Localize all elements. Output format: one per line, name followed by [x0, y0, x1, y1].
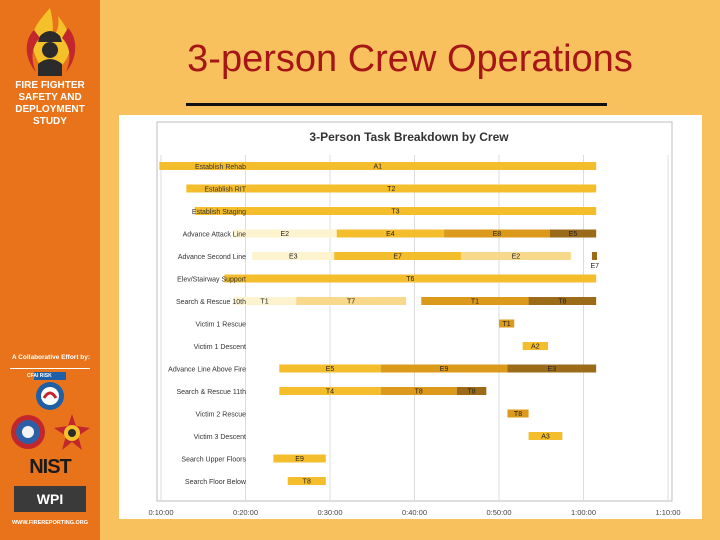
- task-label: E9: [295, 456, 304, 463]
- task-bar: [296, 297, 407, 305]
- org-title-line: FIRE FIGHTER: [15, 80, 85, 91]
- task-label: E3: [289, 254, 298, 261]
- task-bar: [421, 297, 529, 305]
- task-bar: [507, 409, 529, 418]
- task-label: E2: [512, 254, 521, 261]
- task-label: T2: [387, 186, 395, 193]
- task-bar: [499, 319, 515, 328]
- collab-label: A Collaborative Effort by:: [11, 354, 91, 361]
- task-label: T1: [503, 321, 511, 328]
- slide-title: 3-person Crew Operations: [187, 38, 633, 80]
- org-title-line: DEPLOYMENT: [15, 104, 85, 115]
- gantt-chart: 3-Person Task Breakdown by Crew A1 T2 T3 E2…: [148, 121, 681, 517]
- task-label: E2: [281, 231, 290, 238]
- title-rule: [186, 103, 607, 106]
- task-label: T8: [467, 389, 475, 396]
- task-label: T8: [558, 299, 566, 306]
- x-tick-label: 0:30:00: [317, 508, 342, 517]
- nist-logo: NIST: [29, 456, 72, 478]
- task-label: T3: [391, 209, 399, 216]
- task-label: E5: [569, 231, 578, 238]
- x-tick-label: 0:10:00: [148, 508, 173, 517]
- y-category-label: Victim 2 Rescue: [196, 412, 247, 419]
- task-label: T8: [415, 389, 423, 396]
- y-category-label: Advance Attack Line: [183, 232, 247, 239]
- task-label: T7: [347, 299, 355, 306]
- y-category-label: Elev/Stairway Support: [177, 277, 246, 284]
- task-bar: [380, 387, 457, 395]
- task-bar: [279, 364, 381, 373]
- x-tick-label: 0:20:00: [233, 508, 258, 517]
- task-label: T4: [326, 389, 334, 396]
- divider: [10, 368, 90, 369]
- org-title-line: STUDY: [33, 116, 67, 127]
- task-label: E3: [548, 366, 557, 373]
- x-tick-label: 0:50:00: [486, 508, 511, 517]
- task-label: E4: [386, 231, 395, 238]
- task-bar: [186, 184, 597, 193]
- task-bar: [252, 252, 335, 260]
- firefighter-flame-icon: [26, 8, 76, 76]
- task-label: E7: [590, 263, 599, 270]
- cfai-risk-label: CFAI RISK: [27, 373, 52, 379]
- chart-panel: 3-Person Task Breakdown by Crew A1 T2 T3 E2…: [119, 115, 702, 519]
- task-bar: [528, 432, 563, 440]
- task-bar: [380, 364, 508, 373]
- task-label: T8: [514, 411, 522, 418]
- task-bar: [287, 477, 326, 485]
- y-category-label: Establish Rehab: [195, 164, 246, 171]
- task-label: E9: [440, 366, 449, 373]
- y-category-label: Search Floor Below: [185, 479, 247, 486]
- y-category-label: Search Upper Floors: [181, 457, 246, 464]
- y-category-label: Victim 1 Descent: [194, 344, 246, 351]
- task-bar: [549, 229, 597, 238]
- y-category-label: Establish Staging: [192, 209, 246, 216]
- task-bar: [273, 454, 326, 463]
- task-bar: [456, 387, 487, 395]
- y-category-label: Establish RIT: [204, 187, 246, 194]
- task-bar: [334, 252, 461, 260]
- task-bar: [159, 162, 597, 170]
- y-category-label: Victim 3 Descent: [194, 434, 246, 441]
- org-title-line: SAFETY AND: [18, 92, 82, 103]
- sidebar: FIRE FIGHTER SAFETY AND DEPLOYMENT STUDY…: [0, 0, 100, 540]
- task-bar: [591, 252, 598, 260]
- cfai-risk-logo: [34, 372, 66, 410]
- y-category-label: Victim 1 Rescue: [196, 322, 247, 329]
- y-category-label: Search & Rescue 10th: [176, 299, 246, 306]
- y-category-label: Advance Second Line: [178, 254, 246, 261]
- task-label: T1: [260, 299, 268, 306]
- task-bar: [528, 297, 597, 305]
- task-label: A2: [531, 344, 540, 351]
- y-category-label: Advance Line Above Fire: [168, 367, 246, 374]
- task-bar: [232, 229, 337, 238]
- iaff-badge-icon: [54, 414, 90, 450]
- metro-chiefs-badge-icon: [11, 415, 45, 449]
- org-title: FIRE FIGHTER SAFETY AND DEPLOYMENT STUDY: [4, 80, 96, 128]
- wpi-logo: WPI: [14, 486, 86, 512]
- task-label: E7: [393, 254, 402, 261]
- task-label: E5: [326, 366, 335, 373]
- task-bar: [336, 229, 445, 238]
- task-bar: [279, 387, 381, 395]
- task-bar: [507, 364, 597, 373]
- task-label: T1: [471, 299, 479, 306]
- x-tick-label: 0:40:00: [402, 508, 427, 517]
- task-label: A1: [373, 164, 382, 171]
- task-bar: [460, 252, 571, 260]
- task-label: T6: [406, 276, 414, 283]
- task-bar: [224, 274, 597, 283]
- task-bar: [232, 297, 297, 305]
- task-bar: [444, 229, 550, 238]
- chart-title: 3-Person Task Breakdown by Crew: [309, 130, 509, 144]
- task-label: E8: [493, 231, 502, 238]
- x-tick-label: 1:00:00: [571, 508, 596, 517]
- website-label: WWW.FIREREPORTING.ORG: [11, 520, 89, 526]
- task-label: A3: [541, 434, 550, 441]
- task-bar: [522, 342, 549, 350]
- x-tick-label: 1:10:00: [655, 508, 680, 517]
- y-category-label: Search & Rescue 11th: [176, 389, 246, 396]
- task-bar: [194, 207, 597, 215]
- task-label: T8: [303, 479, 311, 486]
